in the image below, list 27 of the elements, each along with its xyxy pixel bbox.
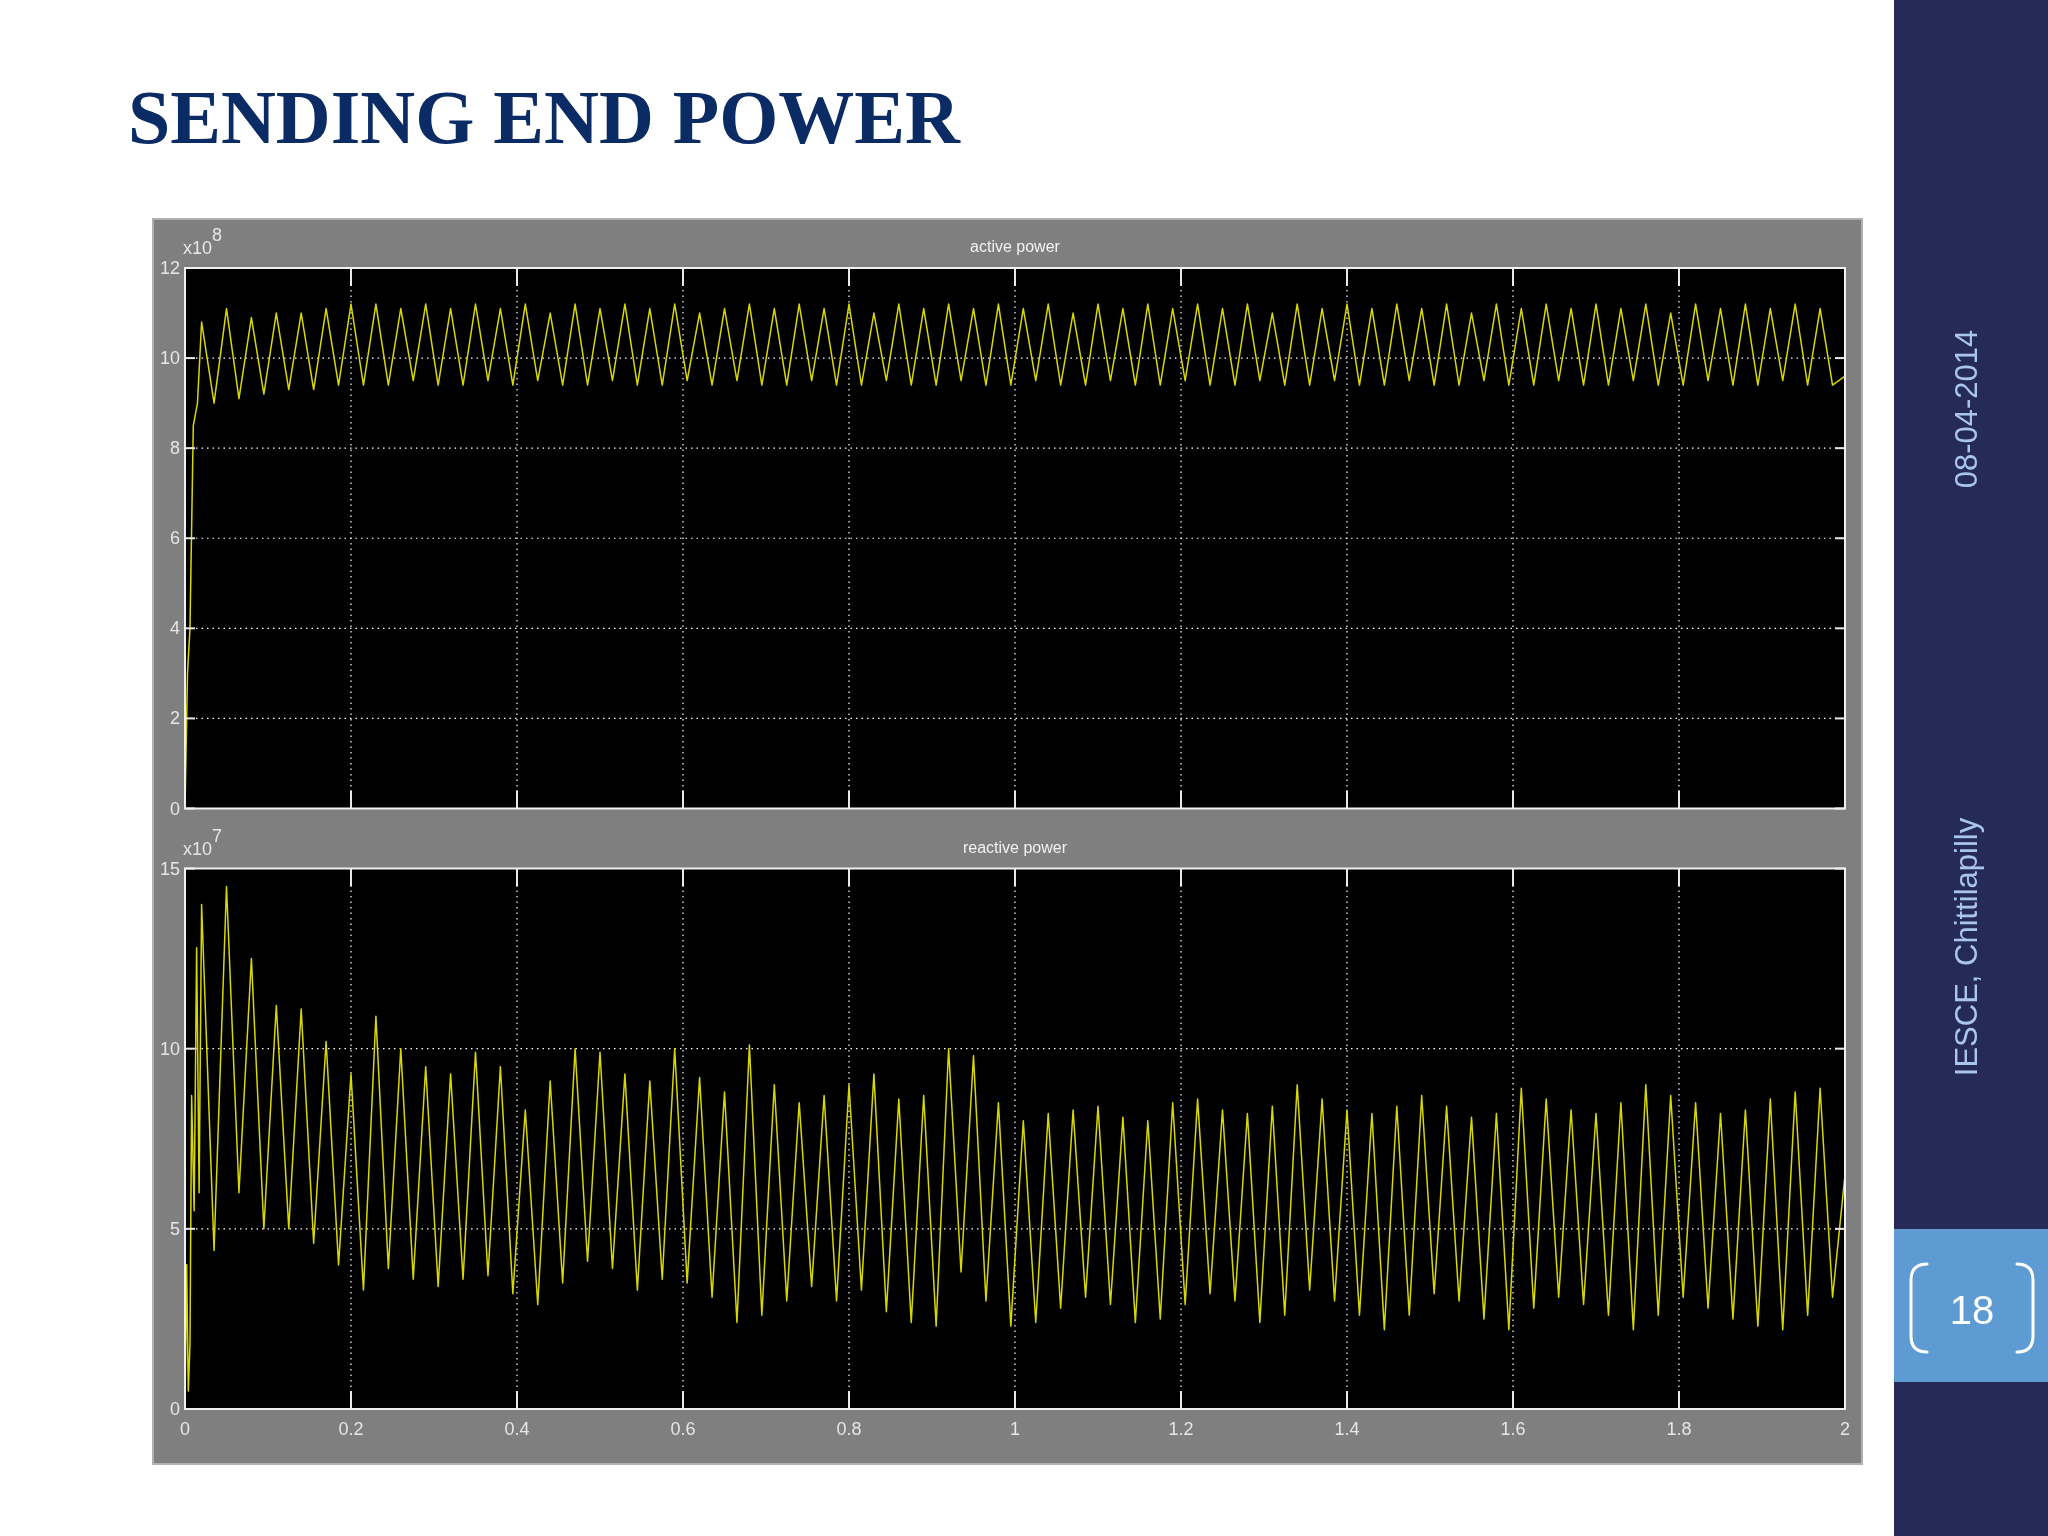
x-tick-label: 1.8 bbox=[1666, 1419, 1692, 1439]
x-tick-label: 0.8 bbox=[836, 1419, 862, 1439]
y-tick-label: 2 bbox=[169, 708, 180, 729]
y-tick-label: 12 bbox=[159, 258, 180, 278]
x-tick-label: 0.4 bbox=[504, 1419, 530, 1439]
x-tick-label: 0.6 bbox=[670, 1419, 696, 1439]
y-tick-label: 10 bbox=[159, 1038, 180, 1059]
text: SENDING END POWER bbox=[128, 75, 961, 159]
y-tick-label: 8 bbox=[169, 438, 180, 459]
y-tick-label: 6 bbox=[169, 528, 180, 549]
text: 18 bbox=[1949, 1288, 1995, 1332]
y-tick-label: 10 bbox=[159, 348, 180, 369]
x-tick-label: 1.2 bbox=[1168, 1419, 1194, 1439]
x-tick-label: 1.6 bbox=[1500, 1419, 1526, 1439]
y-tick-label: 15 bbox=[159, 858, 180, 879]
y-tick-label: 5 bbox=[169, 1218, 180, 1239]
text: 08-04-2014 bbox=[1948, 329, 1984, 489]
x-tick-label: 0.2 bbox=[338, 1419, 364, 1439]
chart-title: reactive power bbox=[962, 838, 1068, 856]
x-tick-label: 1.4 bbox=[1334, 1419, 1360, 1439]
x-tick-label: 2 bbox=[1839, 1419, 1851, 1439]
y-tick-label: 0 bbox=[169, 798, 180, 819]
y-tick-label: 4 bbox=[169, 618, 180, 639]
text: IESCE, Chittilapilly bbox=[1948, 817, 1984, 1077]
y-tick-label: 0 bbox=[169, 1399, 180, 1419]
chart-title: active power bbox=[970, 238, 1061, 255]
x-tick-label: 1 bbox=[1009, 1419, 1021, 1439]
